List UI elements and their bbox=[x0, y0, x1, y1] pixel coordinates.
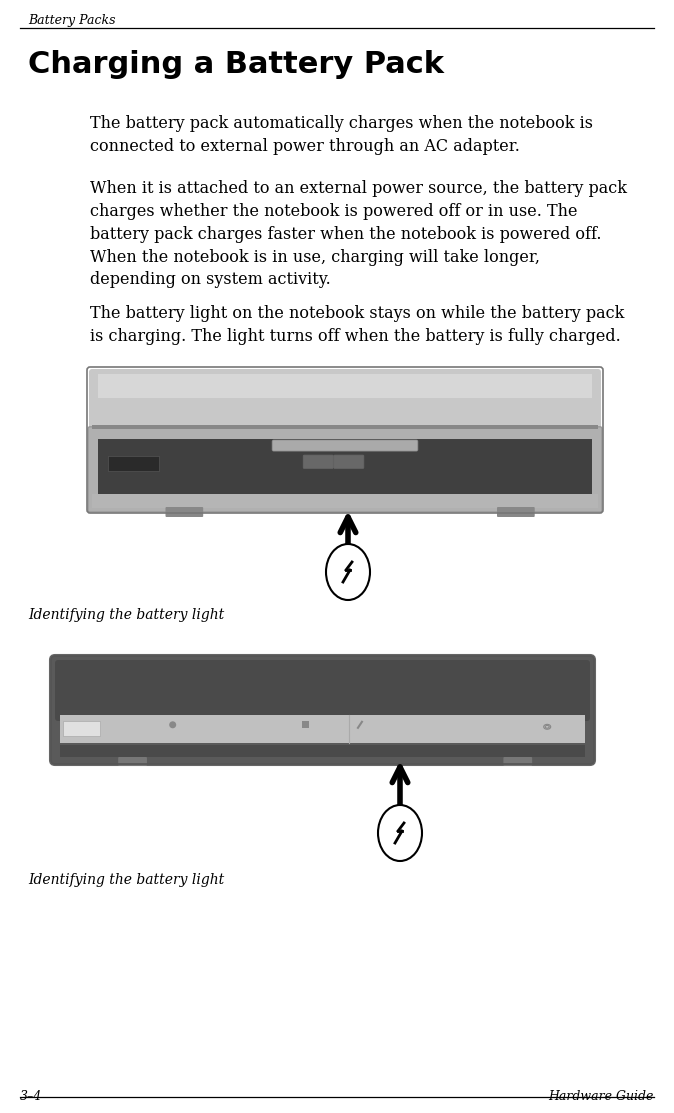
Bar bbox=[92, 494, 598, 509]
FancyBboxPatch shape bbox=[503, 757, 532, 766]
Ellipse shape bbox=[326, 544, 370, 600]
FancyBboxPatch shape bbox=[334, 455, 364, 469]
Bar bbox=[80, 365, 610, 515]
Text: Battery Packs: Battery Packs bbox=[28, 14, 115, 27]
FancyBboxPatch shape bbox=[272, 440, 418, 451]
Bar bbox=[303, 721, 309, 728]
Ellipse shape bbox=[378, 805, 422, 861]
Bar bbox=[92, 425, 598, 429]
Text: Charging a Battery Pack: Charging a Battery Pack bbox=[28, 50, 444, 79]
Text: The battery pack automatically charges when the notebook is
connected to externa: The battery pack automatically charges w… bbox=[90, 115, 593, 155]
FancyBboxPatch shape bbox=[303, 455, 333, 469]
Text: 3–4: 3–4 bbox=[20, 1090, 42, 1103]
Bar bbox=[60, 745, 585, 757]
Text: When it is attached to an external power source, the battery pack
charges whethe: When it is attached to an external power… bbox=[90, 180, 627, 288]
Text: Identifying the battery light: Identifying the battery light bbox=[28, 608, 224, 622]
FancyBboxPatch shape bbox=[166, 508, 203, 518]
FancyBboxPatch shape bbox=[497, 508, 534, 518]
FancyBboxPatch shape bbox=[89, 370, 601, 432]
Bar bbox=[60, 715, 585, 743]
Text: The battery light on the notebook stays on while the battery pack
is charging. T: The battery light on the notebook stays … bbox=[90, 305, 624, 345]
FancyBboxPatch shape bbox=[50, 654, 595, 765]
Bar bbox=[45, 654, 600, 765]
Text: Hardware Guide: Hardware Guide bbox=[549, 1090, 654, 1103]
Text: Identifying the battery light: Identifying the battery light bbox=[28, 873, 224, 887]
FancyBboxPatch shape bbox=[118, 757, 147, 766]
Ellipse shape bbox=[169, 721, 176, 728]
Bar bbox=[98, 439, 592, 498]
FancyBboxPatch shape bbox=[88, 426, 602, 512]
FancyBboxPatch shape bbox=[55, 660, 590, 721]
Bar bbox=[63, 720, 100, 736]
Bar bbox=[108, 456, 159, 471]
Bar bbox=[98, 374, 592, 397]
